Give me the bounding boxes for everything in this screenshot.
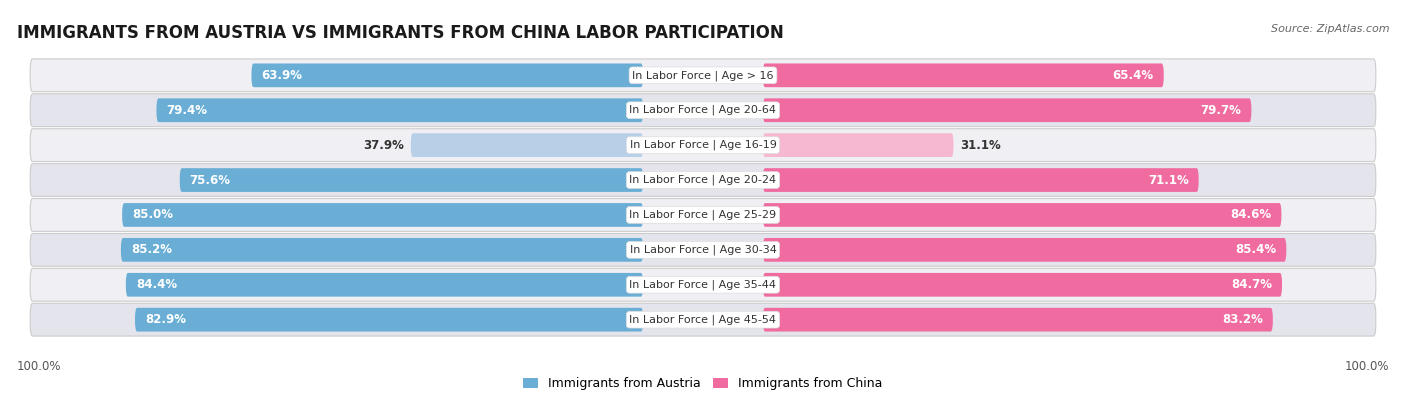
Text: 84.6%: 84.6%	[1230, 209, 1271, 222]
Text: 83.2%: 83.2%	[1222, 313, 1263, 326]
FancyBboxPatch shape	[763, 308, 1272, 331]
Text: 100.0%: 100.0%	[1344, 360, 1389, 373]
Text: 85.2%: 85.2%	[131, 243, 172, 256]
FancyBboxPatch shape	[30, 164, 1376, 196]
Text: 63.9%: 63.9%	[262, 69, 302, 82]
Text: 71.1%: 71.1%	[1147, 173, 1188, 186]
FancyBboxPatch shape	[763, 64, 1164, 87]
Text: In Labor Force | Age 20-24: In Labor Force | Age 20-24	[630, 175, 776, 185]
Text: In Labor Force | Age 20-64: In Labor Force | Age 20-64	[630, 105, 776, 115]
Text: In Labor Force | Age 30-34: In Labor Force | Age 30-34	[630, 245, 776, 255]
Text: 84.4%: 84.4%	[136, 278, 177, 291]
Text: 75.6%: 75.6%	[190, 173, 231, 186]
FancyBboxPatch shape	[763, 133, 953, 157]
FancyBboxPatch shape	[30, 303, 1376, 336]
Text: 37.9%: 37.9%	[363, 139, 404, 152]
FancyBboxPatch shape	[135, 308, 643, 331]
FancyBboxPatch shape	[252, 64, 643, 87]
FancyBboxPatch shape	[763, 168, 1199, 192]
Text: 85.0%: 85.0%	[132, 209, 173, 222]
Text: In Labor Force | Age > 16: In Labor Force | Age > 16	[633, 70, 773, 81]
Text: In Labor Force | Age 35-44: In Labor Force | Age 35-44	[630, 280, 776, 290]
FancyBboxPatch shape	[763, 203, 1281, 227]
Text: 85.4%: 85.4%	[1236, 243, 1277, 256]
FancyBboxPatch shape	[121, 238, 643, 262]
FancyBboxPatch shape	[156, 98, 643, 122]
FancyBboxPatch shape	[122, 203, 643, 227]
FancyBboxPatch shape	[30, 129, 1376, 162]
FancyBboxPatch shape	[30, 94, 1376, 127]
FancyBboxPatch shape	[30, 199, 1376, 231]
FancyBboxPatch shape	[763, 98, 1251, 122]
FancyBboxPatch shape	[30, 268, 1376, 301]
Text: 31.1%: 31.1%	[960, 139, 1001, 152]
Text: 84.7%: 84.7%	[1232, 278, 1272, 291]
Text: 65.4%: 65.4%	[1112, 69, 1154, 82]
Text: Source: ZipAtlas.com: Source: ZipAtlas.com	[1271, 24, 1389, 34]
FancyBboxPatch shape	[763, 238, 1286, 262]
Text: 79.7%: 79.7%	[1201, 104, 1241, 117]
Text: In Labor Force | Age 45-54: In Labor Force | Age 45-54	[630, 314, 776, 325]
Text: IMMIGRANTS FROM AUSTRIA VS IMMIGRANTS FROM CHINA LABOR PARTICIPATION: IMMIGRANTS FROM AUSTRIA VS IMMIGRANTS FR…	[17, 24, 783, 42]
Text: 79.4%: 79.4%	[166, 104, 208, 117]
Text: 82.9%: 82.9%	[145, 313, 186, 326]
Text: In Labor Force | Age 16-19: In Labor Force | Age 16-19	[630, 140, 776, 150]
FancyBboxPatch shape	[763, 273, 1282, 297]
FancyBboxPatch shape	[125, 273, 643, 297]
FancyBboxPatch shape	[30, 59, 1376, 92]
FancyBboxPatch shape	[180, 168, 643, 192]
Legend: Immigrants from Austria, Immigrants from China: Immigrants from Austria, Immigrants from…	[519, 372, 887, 395]
FancyBboxPatch shape	[30, 233, 1376, 266]
Text: 100.0%: 100.0%	[17, 360, 62, 373]
FancyBboxPatch shape	[411, 133, 643, 157]
Text: In Labor Force | Age 25-29: In Labor Force | Age 25-29	[630, 210, 776, 220]
